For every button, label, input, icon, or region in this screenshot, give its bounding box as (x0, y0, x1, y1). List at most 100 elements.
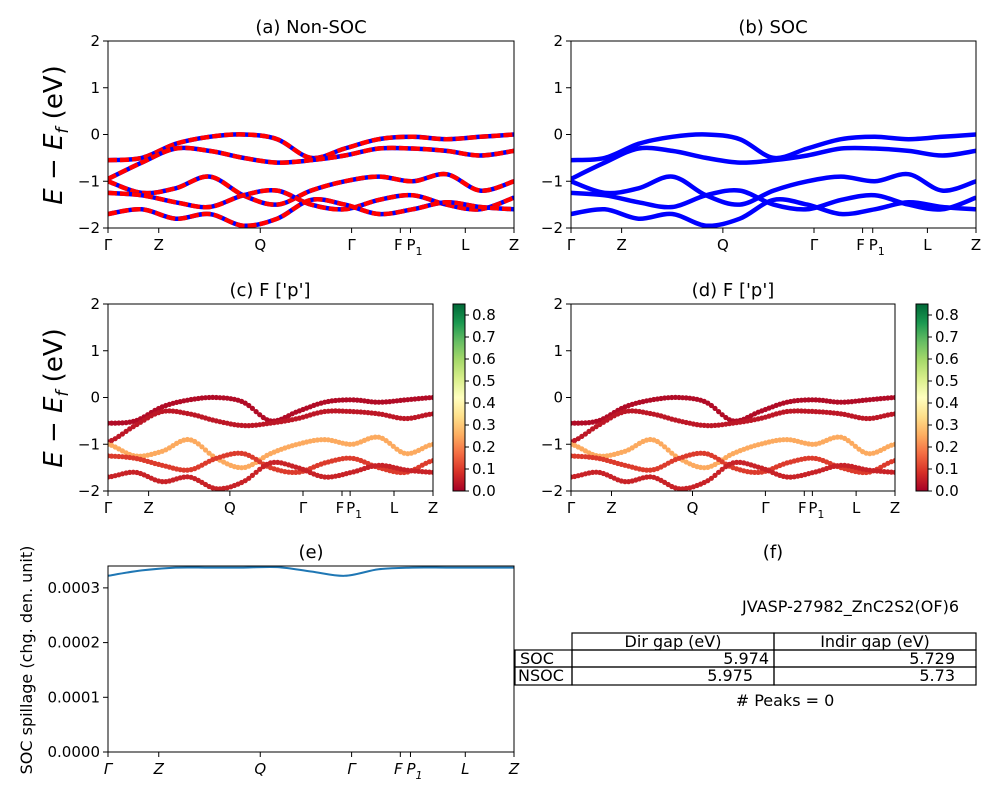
projected-point (430, 394, 433, 401)
x-tick-label: Γ (299, 499, 308, 517)
projected-point (379, 399, 385, 405)
y-tick-label: 2 (553, 295, 563, 313)
spillage-line (107, 565, 514, 577)
y-tick-label: 0 (90, 389, 100, 407)
projected-point (644, 467, 650, 473)
projected-point (246, 402, 252, 409)
projected-point (257, 466, 263, 472)
x-tick-label: Γ (347, 760, 357, 778)
x-tick-label: Γ (347, 236, 356, 254)
y-tick-label: 2 (553, 32, 563, 50)
projected-point (217, 486, 223, 491)
projected-point (622, 479, 628, 485)
panel-c-projected: 210−1−2Γ Z Q Γ F P1 L Z (78, 295, 438, 521)
projected-point (387, 440, 393, 446)
projected-point (719, 412, 725, 418)
band-line-3 (571, 171, 976, 207)
projected-point (289, 469, 295, 475)
colorbar-tick-label: 0.8 (935, 306, 959, 324)
panel-c-title: (c) F ['p'] (229, 280, 310, 301)
plot-frame (107, 565, 515, 753)
y-tick-label: −1 (541, 172, 563, 190)
projected-point (249, 405, 255, 411)
band-line-1 (571, 132, 976, 163)
y-tick-label: 0 (90, 126, 100, 144)
x-tick-label: F (394, 760, 403, 778)
table-row-nsoc-dir: 5.975 (707, 666, 753, 685)
x-tick-label: P1 (346, 499, 362, 521)
projected-point (401, 415, 407, 422)
y-tick-label: 0 (553, 389, 563, 407)
x-tick-subscript: 1 (415, 245, 422, 258)
projected-point (752, 469, 758, 475)
spillage-ylabel: SOC spillage (chg. den. unit) (17, 546, 36, 775)
x-tick-label: L (923, 236, 932, 254)
x-tick-label: P1 (406, 236, 422, 258)
projected-point (665, 447, 671, 453)
colorbar-tick-label: 0.3 (935, 416, 959, 434)
table-row-soc-indir: 5.729 (909, 649, 955, 668)
y-tick-label: −2 (78, 219, 100, 237)
projected-point (347, 408, 353, 414)
x-tick-label: Γ (567, 499, 576, 517)
band-line-4 (108, 187, 514, 212)
projected-point (347, 397, 353, 403)
projected-point (863, 415, 869, 422)
projected-point (206, 450, 212, 456)
x-tick-label: P1 (406, 760, 422, 782)
table-row-nsoc-label: NSOC (518, 666, 564, 685)
colorbar-tick-label: 0.5 (472, 372, 496, 390)
projected-point (892, 458, 895, 464)
colorbar-tick-label: 0.4 (472, 394, 496, 412)
panel-b-title: (b) SOC (738, 17, 807, 38)
y-tick-label: 0.0003 (48, 579, 101, 597)
x-tick-label: L (461, 236, 470, 254)
band-line-2 (571, 145, 976, 181)
projected-point (806, 455, 812, 461)
x-tick-label: L (852, 499, 861, 517)
y-tick-label: 0 (553, 126, 563, 144)
jid-label: JVASP-27982_ZnC2S2(OF)6 (741, 597, 959, 617)
table-header-dir: Dir gap (eV) (625, 632, 722, 651)
y-tick-label: −1 (78, 172, 100, 190)
colorbar-tick-label: 0.1 (472, 460, 496, 478)
x-tick-label: F (856, 236, 865, 254)
projected-point (249, 422, 255, 428)
projected-point (430, 469, 433, 475)
plot-frame (570, 303, 896, 492)
x-tick-label: Z (428, 499, 438, 517)
projected-point (271, 459, 277, 465)
projected-point (242, 423, 248, 429)
colorbar-tick-label: 0.0 (472, 482, 496, 500)
projected-point (199, 444, 205, 450)
projected-point (658, 441, 664, 447)
panel-e-title: (e) (298, 542, 323, 563)
x-tick-label: F (394, 236, 403, 254)
x-tick-label: Z (143, 499, 153, 517)
projected-point (662, 444, 668, 450)
x-tick-label: Γ (104, 499, 113, 517)
projected-point (376, 462, 382, 468)
projected-point (716, 409, 722, 415)
table-row-soc-dir: 5.974 (723, 649, 769, 668)
x-tick-label: Γ (567, 236, 576, 254)
band-line-3 (108, 171, 514, 207)
plot-frame (107, 40, 515, 229)
band-line-5 (108, 197, 514, 228)
x-tick-label: P1 (869, 236, 885, 258)
projected-point (712, 472, 718, 478)
projected-point (249, 472, 255, 478)
colorbar-tick-label: 0.2 (935, 438, 959, 456)
band-line-5 (571, 197, 976, 228)
colorbar-c-ticks: 0.8 0.7 0.6 0.5 0.4 0.3 0.2 0.1 0.0 (465, 306, 496, 500)
colorbar-tick-label: 0.4 (935, 394, 959, 412)
x-tick-subscript: 1 (415, 769, 422, 782)
x-tick-label: Z (508, 760, 520, 778)
projected-point (253, 469, 259, 475)
x-tick-label: Z (153, 760, 165, 778)
colorbar-tick-label: 0.2 (472, 438, 496, 456)
y-tick-label: −1 (78, 435, 100, 453)
colorbar-d-ticks: 0.8 0.7 0.6 0.5 0.4 0.3 0.2 0.1 0.0 (928, 306, 959, 500)
